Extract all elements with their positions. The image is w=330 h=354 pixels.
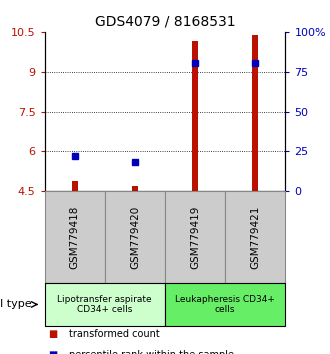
Text: GSM779418: GSM779418 (70, 205, 80, 269)
Text: ■: ■ (48, 329, 57, 339)
Text: Leukapheresis CD34+
cells: Leukapheresis CD34+ cells (175, 295, 275, 314)
Text: transformed count: transformed count (69, 329, 160, 339)
Bar (225, 191, 285, 283)
Text: GSM779420: GSM779420 (130, 206, 140, 269)
Text: ■: ■ (48, 350, 57, 354)
Bar (132, 186, 138, 191)
Text: percentile rank within the sample: percentile rank within the sample (69, 350, 234, 354)
Text: GDS4079 / 8168531: GDS4079 / 8168531 (95, 14, 235, 28)
Bar (72, 181, 78, 191)
Bar (252, 35, 258, 191)
Text: cell type: cell type (0, 299, 31, 309)
Bar (45, 191, 105, 283)
Bar (45, 283, 165, 326)
Bar (105, 191, 165, 283)
Text: GSM779421: GSM779421 (250, 205, 260, 269)
Bar (165, 283, 285, 326)
Bar (192, 41, 198, 191)
Text: GSM779419: GSM779419 (190, 205, 200, 269)
Text: Lipotransfer aspirate
CD34+ cells: Lipotransfer aspirate CD34+ cells (57, 295, 152, 314)
Bar (165, 191, 225, 283)
